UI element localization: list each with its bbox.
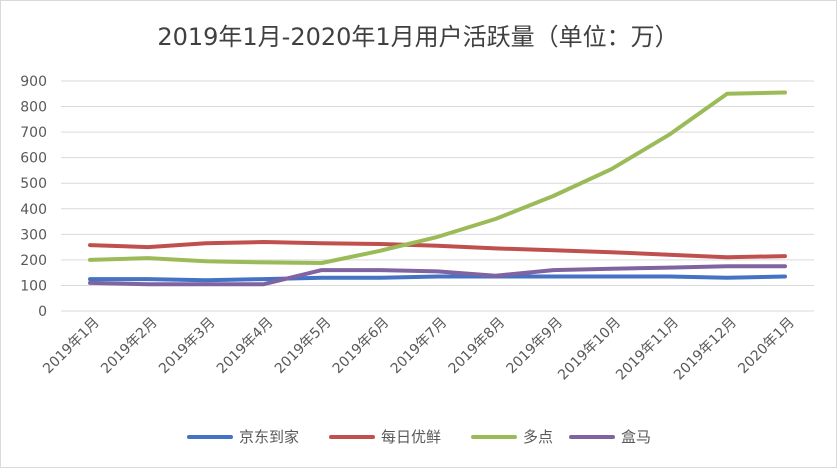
x-tick-label: 2019年3月 — [156, 315, 219, 378]
x-tick-label: 2019年8月 — [446, 315, 509, 378]
legend-label: 京东到家 — [239, 428, 299, 446]
y-tick-label: 800 — [20, 100, 47, 116]
x-tick-label: 2019年5月 — [272, 315, 335, 378]
x-tick-label: 2019年12月 — [671, 315, 740, 384]
series-line-0 — [88, 274, 787, 283]
series-line-1 — [88, 240, 787, 260]
x-tick-label: 2019年1月 — [40, 315, 103, 378]
x-tick-label: 2019年9月 — [504, 315, 567, 378]
series-line-2 — [88, 90, 787, 265]
y-tick-label: 600 — [20, 151, 47, 167]
legend-label: 每日优鲜 — [381, 428, 441, 446]
series-lines — [88, 90, 787, 287]
y-tick-label: 300 — [20, 227, 47, 243]
legend: 京东到家 每日优鲜 多点 盒马 — [187, 428, 651, 446]
y-tick-label: 400 — [20, 202, 47, 218]
legend-label: 多点 — [523, 428, 553, 446]
x-tick-label: 2019年7月 — [388, 315, 451, 378]
y-tick-label: 700 — [20, 125, 47, 141]
y-tick-label: 200 — [20, 253, 47, 269]
chart-title: 2019年1月-2020年1月用户活跃量（单位：万） — [157, 23, 678, 51]
x-tick-label: 2019年2月 — [98, 315, 161, 378]
legend-label: 盒马 — [621, 428, 651, 446]
y-tick-label: 900 — [20, 74, 47, 90]
x-tick-label: 2020年1月 — [735, 315, 798, 378]
x-tick-label: 2019年4月 — [214, 315, 277, 378]
x-axis-ticks: 2019年1月2019年2月2019年3月2019年4月2019年5月2019年… — [40, 315, 798, 384]
x-tick-label: 2019年6月 — [330, 315, 393, 378]
y-axis-ticks: 0 100 200 300 400 500 600 700 800 900 — [20, 74, 47, 320]
series-line-3 — [88, 264, 787, 287]
y-tick-label: 500 — [20, 176, 47, 192]
y-tick-label: 100 — [20, 278, 47, 294]
y-tick-label: 0 — [38, 304, 47, 320]
